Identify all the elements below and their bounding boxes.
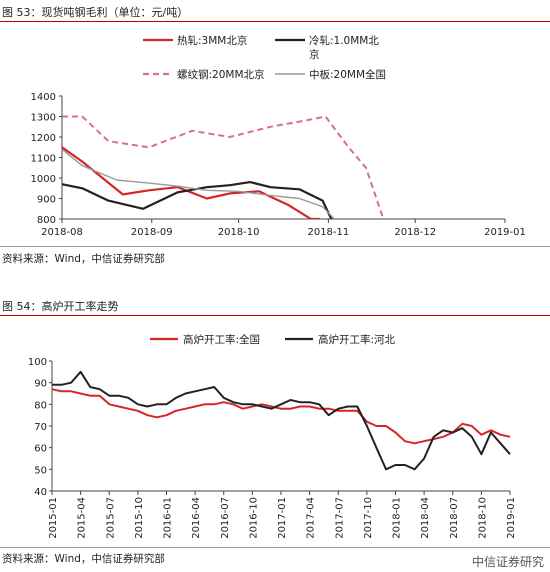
figure-54-bottom-rule — [0, 547, 550, 548]
series-line-2 — [62, 181, 333, 219]
x-tick-label: 2017-07 — [334, 497, 345, 539]
y-tick-label: 60 — [34, 444, 47, 455]
y-tick-label: 100 — [28, 357, 47, 368]
x-tick-label: 2016-10 — [248, 497, 259, 539]
y-tick-label: 800 — [37, 215, 56, 226]
y-tick-label: 1000 — [31, 174, 56, 185]
x-tick-label: 2015-04 — [77, 497, 88, 539]
x-tick-label: 2018-04 — [420, 497, 431, 539]
figure-53-bottom-rule — [0, 246, 550, 247]
legend-label: 高炉开工率:河北 — [318, 333, 396, 346]
figure-53-top-rule — [0, 21, 550, 22]
x-tick-label: 2015-07 — [105, 497, 116, 539]
legend-label: 热轧:3MM北京 — [177, 34, 247, 47]
x-tick-label: 2016-07 — [220, 497, 231, 539]
watermark: 中信证券研究 — [471, 555, 544, 569]
y-tick-label: 900 — [37, 195, 56, 206]
x-tick-label: 2018-10 — [477, 497, 488, 539]
figure-54-top-rule — [0, 315, 550, 316]
x-tick-label: 2017-04 — [306, 497, 317, 539]
figure-53-source: 资料来源：Wind，中信证券研究部 — [2, 253, 165, 265]
chart-blast-furnace-rate: 40 50 60 70 80 90 100 2015-01 2015-04 2015-07 2015… — [28, 333, 517, 539]
y-tick-label: 80 — [34, 400, 47, 411]
y-tick-label: 50 — [34, 465, 47, 476]
x-tick-label: 2017-01 — [277, 497, 288, 539]
x-tick-label: 2019-01 — [506, 497, 517, 539]
series-line-1 — [62, 146, 320, 219]
figure-54-title: 图 54：高炉开工率走势 — [2, 300, 119, 313]
y-tick-label: 1200 — [31, 133, 56, 144]
figure-54-source: 资料来源：Wind，中信证券研究部 — [2, 553, 165, 565]
figure-53-title: 图 53：现货吨钢毛利（单位：元/吨） — [2, 6, 189, 19]
x-tick-label: 2018-08 — [41, 227, 83, 238]
x-tick-label: 2018-11 — [307, 227, 349, 238]
legend-label: 高炉开工率:全国 — [183, 333, 260, 346]
x-tick-label: 2018-07 — [449, 497, 460, 539]
legend-label-cont: 京 — [309, 48, 320, 61]
series-line-1 — [51, 388, 511, 445]
x-tick-label: 2018-01 — [392, 497, 403, 539]
series-line-2 — [52, 370, 511, 471]
y-tick-label: 40 — [34, 487, 47, 498]
chart-steel-gross-profit: 800 900 1000 1100 1200 1300 1400 2018-08 2018-09… — [31, 34, 526, 238]
y-tick-label: 1300 — [31, 113, 56, 124]
y-tick-label: 1400 — [31, 92, 56, 103]
x-tick-label: 2015-01 — [48, 497, 59, 539]
y-tick-label: 1100 — [31, 154, 56, 165]
x-tick-label: 2018-10 — [218, 227, 260, 238]
x-tick-label: 2018-09 — [131, 227, 173, 238]
x-tick-label: 2016-04 — [191, 497, 202, 539]
x-tick-label: 2018-12 — [394, 227, 436, 238]
legend-label: 螺纹钢:20MM北京 — [177, 68, 265, 81]
legend-label: 中板:20MM全国 — [309, 68, 386, 81]
series-line-3 — [62, 115, 385, 219]
x-tick-label: 2015-10 — [134, 497, 145, 539]
x-tick-label: 2017-10 — [363, 497, 374, 539]
y-tick-label: 90 — [34, 379, 47, 390]
x-tick-label: 2016-01 — [163, 497, 174, 539]
x-tick-label: 2019-01 — [484, 227, 526, 238]
series-line-4 — [62, 148, 335, 219]
legend-label: 冷轧:1.0MM北 — [309, 34, 379, 47]
y-tick-label: 70 — [34, 422, 47, 433]
